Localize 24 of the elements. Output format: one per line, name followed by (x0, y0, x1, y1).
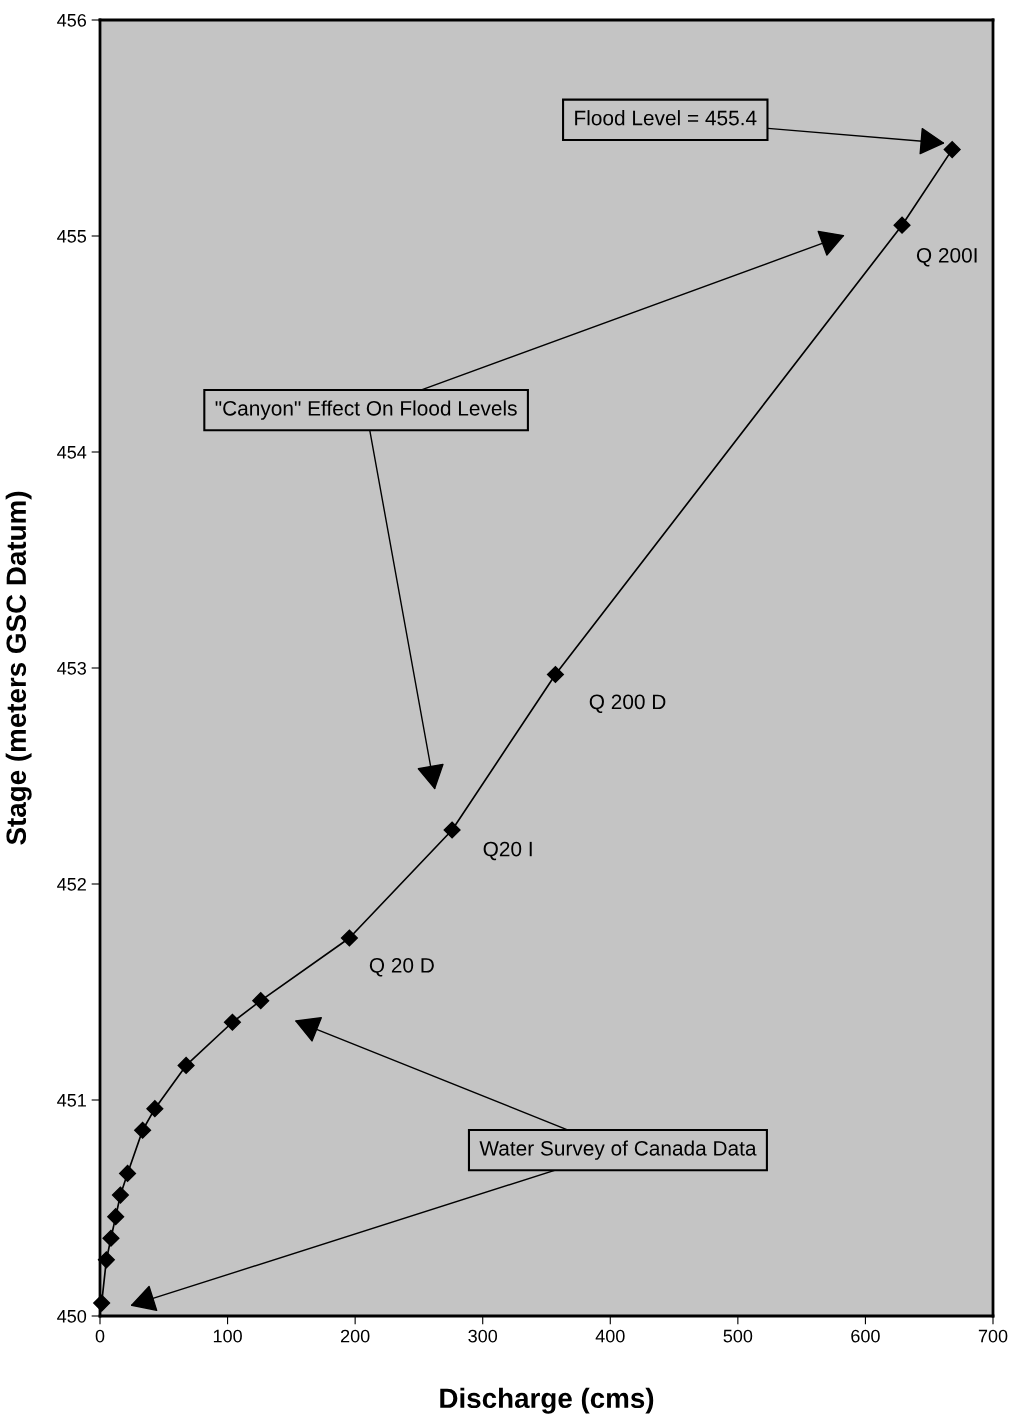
annotation: Q 200I (916, 247, 977, 267)
annotation: Q 200 D (589, 694, 666, 713)
x-tick-label: 700 (978, 1329, 1008, 1343)
annotation: Flood Level = 455.4 (575, 110, 757, 126)
x-tick-label: 500 (723, 1329, 753, 1343)
y-tick-label: 450 (57, 1309, 87, 1323)
x-tick-label: 400 (595, 1329, 625, 1343)
y-tick-label: 452 (57, 877, 86, 891)
annotation: "Canyon" Effect On Flood Levels (215, 400, 517, 420)
x-tick-label: 200 (340, 1329, 370, 1343)
annotation: Q20 I (483, 841, 532, 861)
x-tick-label: 600 (851, 1329, 880, 1343)
y-tick-label: 454 (57, 446, 87, 459)
y-tick-label: 451 (57, 1094, 86, 1107)
x-tick-label: 100 (213, 1329, 242, 1343)
x-tick-label: 300 (468, 1329, 498, 1343)
x-axis-title: Discharge (cms) (440, 1387, 654, 1414)
y-tick-label: 453 (57, 661, 87, 675)
y-tick-label: 455 (57, 230, 87, 243)
annotation: Water Survey of Canada Data (479, 1140, 757, 1160)
x-tick-label: 0 (95, 1329, 105, 1343)
annotation: Q 20 D (369, 957, 434, 977)
y-tick-label: 456 (57, 13, 87, 27)
y-axis-title: Stage (meters GSC Datum) (5, 491, 32, 845)
